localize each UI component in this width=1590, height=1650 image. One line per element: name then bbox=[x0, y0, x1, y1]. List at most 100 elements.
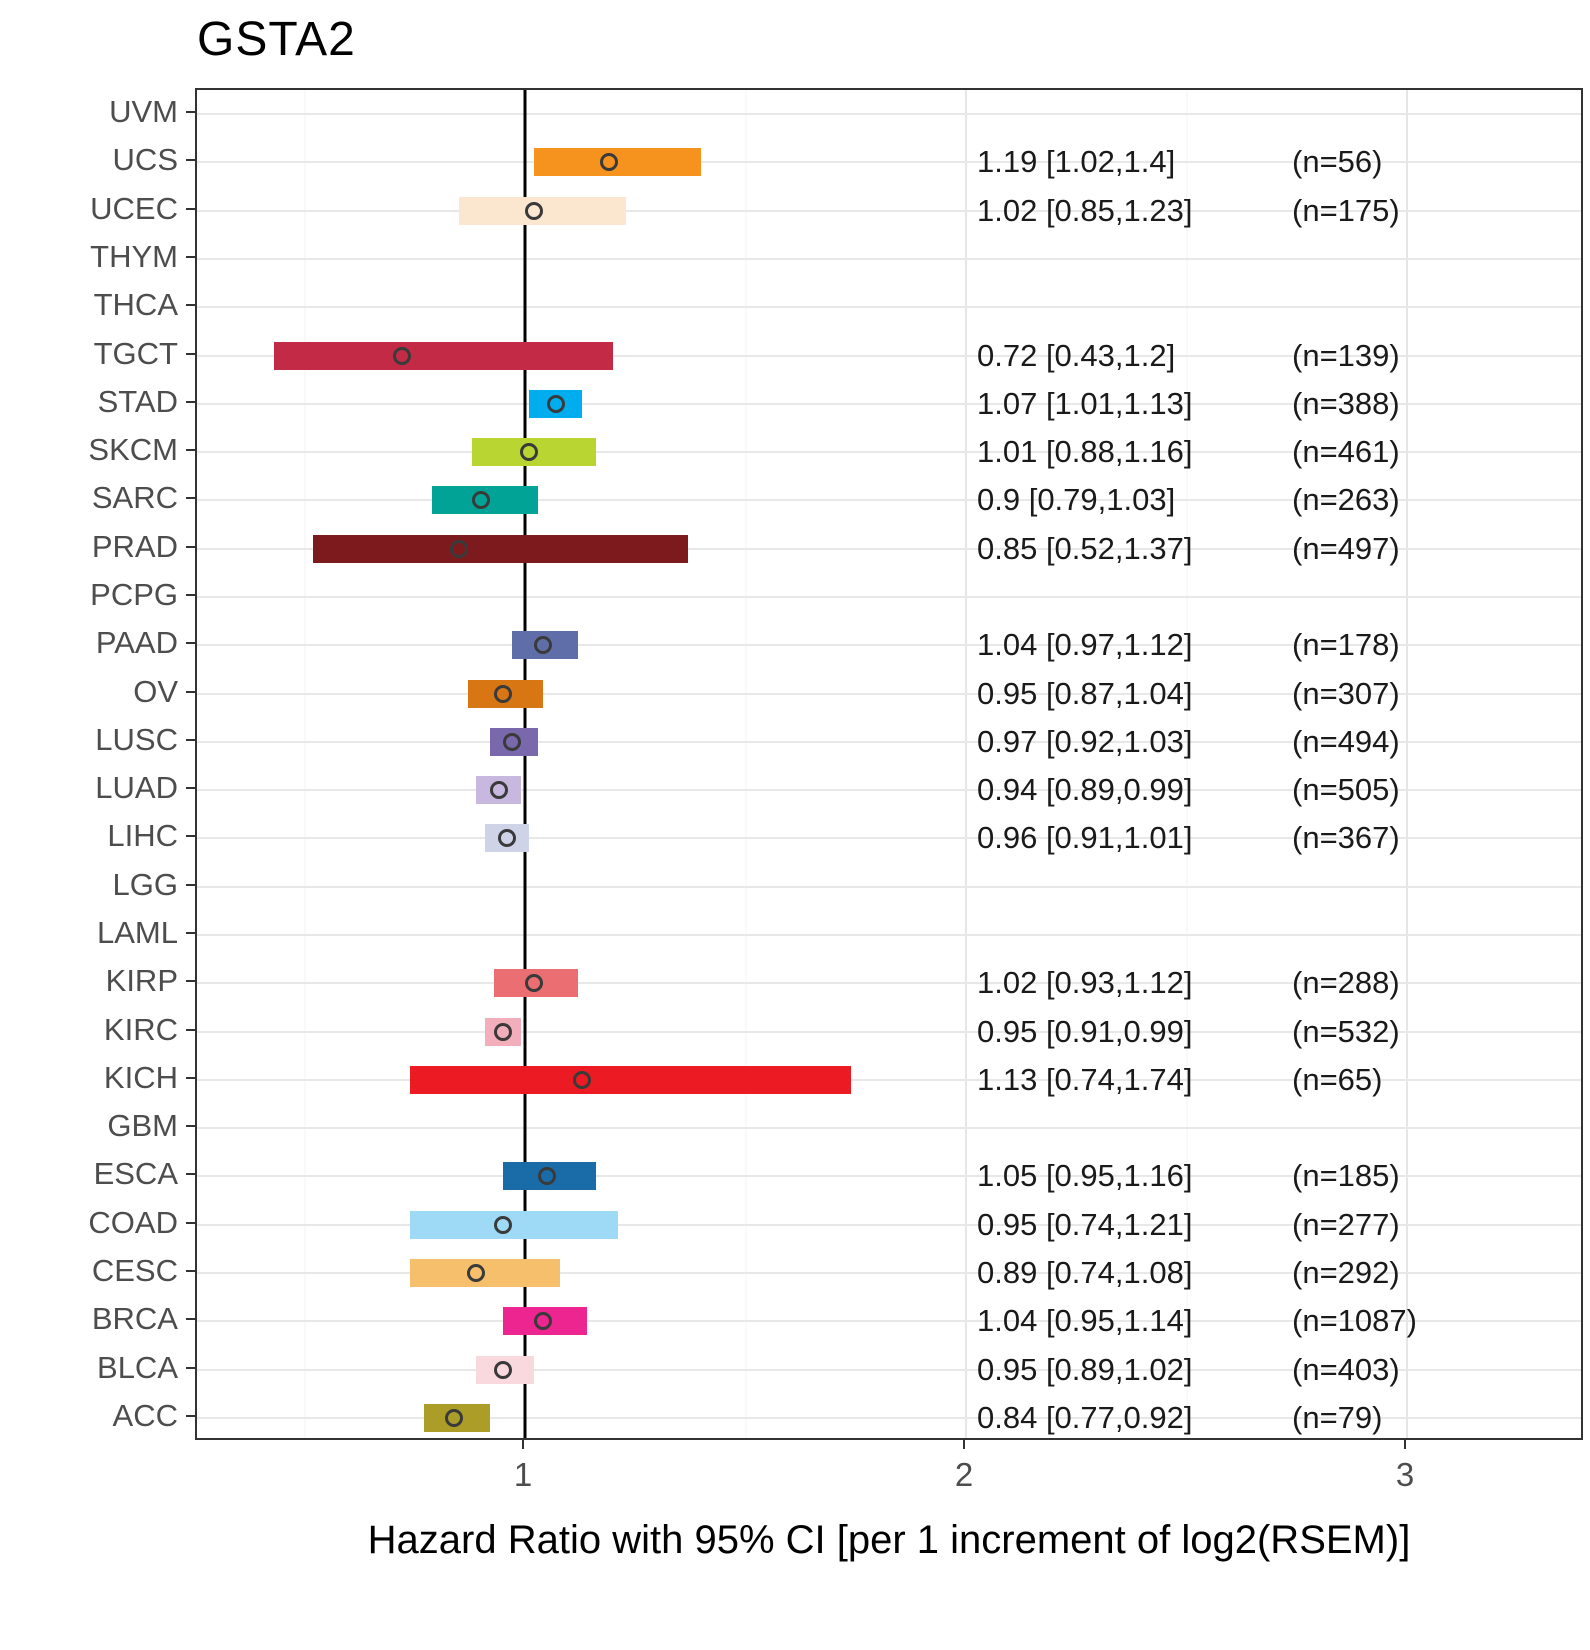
sample-size-label: (n=367) bbox=[1292, 820, 1400, 856]
x-axis-tick-labels: 1 2 3 bbox=[195, 1456, 1583, 1496]
sample-size-label: (n=288) bbox=[1292, 965, 1400, 1001]
h-gridline bbox=[197, 982, 1581, 985]
x-axis-title: Hazard Ratio with 95% CI [per 1 incremen… bbox=[367, 1518, 1411, 1562]
y-tick bbox=[186, 449, 195, 452]
h-gridline bbox=[197, 1030, 1581, 1033]
hr-ci-label: 0.96 [0.91,1.01] bbox=[977, 820, 1193, 856]
x-tick-label: 2 bbox=[954, 1456, 974, 1493]
x-tick bbox=[963, 1440, 965, 1449]
v-gridline-major bbox=[1406, 90, 1408, 1438]
h-gridline bbox=[197, 209, 1581, 212]
y-axis-label-coad: COAD bbox=[88, 1204, 178, 1240]
point-estimate-marker bbox=[599, 153, 618, 172]
y-axis-label-lusc: LUSC bbox=[95, 721, 178, 757]
hr-ci-label: 1.13 [0.74,1.74] bbox=[977, 1061, 1193, 1097]
y-tick bbox=[186, 594, 195, 596]
point-estimate-marker bbox=[520, 443, 539, 462]
y-tick bbox=[186, 400, 195, 403]
y-tick bbox=[186, 1028, 195, 1031]
hr-ci-label: 1.05 [0.95,1.16] bbox=[977, 1158, 1193, 1194]
hr-ci-label: 0.97 [0.92,1.03] bbox=[977, 723, 1193, 759]
sample-size-label: (n=79) bbox=[1292, 1399, 1383, 1435]
y-axis-label-brca: BRCA bbox=[91, 1301, 178, 1337]
y-tick bbox=[186, 497, 195, 500]
h-gridline bbox=[197, 885, 1581, 888]
y-axis-label-stad: STAD bbox=[97, 383, 178, 419]
h-gridline bbox=[197, 692, 1581, 695]
point-estimate-marker bbox=[493, 684, 512, 703]
hr-ci-label: 1.01 [0.88,1.16] bbox=[977, 434, 1193, 470]
v-gridline-minor bbox=[304, 90, 305, 1438]
v-gridline-major bbox=[965, 90, 967, 1438]
h-gridline bbox=[197, 258, 1581, 260]
y-tick bbox=[186, 352, 195, 355]
y-tick bbox=[186, 1173, 195, 1176]
hr-ci-label: 0.95 [0.91,0.99] bbox=[977, 1013, 1193, 1049]
hr-ci-label: 0.85 [0.52,1.37] bbox=[977, 530, 1193, 566]
sample-size-label: (n=292) bbox=[1292, 1255, 1400, 1290]
y-axis-label-blca: BLCA bbox=[97, 1349, 178, 1385]
sample-size-label: (n=178) bbox=[1292, 627, 1400, 663]
y-tick bbox=[186, 690, 195, 693]
y-axis-label-uvm: UVM bbox=[109, 94, 178, 130]
sample-size-label: (n=65) bbox=[1292, 1061, 1383, 1097]
h-gridline bbox=[197, 451, 1581, 454]
point-estimate-marker bbox=[493, 1360, 512, 1379]
hr-ci-label: 0.95 [0.89,1.02] bbox=[977, 1351, 1193, 1387]
v-gridline-minor bbox=[1186, 90, 1187, 1438]
point-estimate-marker bbox=[392, 346, 411, 365]
y-axis-label-esca: ESCA bbox=[93, 1156, 178, 1192]
y-axis-label-cesc: CESC bbox=[91, 1253, 178, 1288]
y-tick bbox=[186, 787, 195, 790]
sample-size-label: (n=175) bbox=[1292, 192, 1400, 228]
y-axis-label-acc: ACC bbox=[112, 1397, 178, 1433]
h-gridline bbox=[197, 1416, 1581, 1419]
y-axis-label-gbm: GBM bbox=[107, 1108, 178, 1144]
hr-ci-label: 1.07 [1.01,1.13] bbox=[977, 385, 1193, 421]
y-tick bbox=[186, 1125, 195, 1128]
y-tick bbox=[186, 207, 195, 210]
point-estimate-marker bbox=[449, 539, 468, 558]
sample-size-label: (n=388) bbox=[1292, 385, 1400, 421]
y-axis-label-ucs: UCS bbox=[112, 142, 178, 178]
h-gridline bbox=[197, 740, 1581, 743]
h-gridline bbox=[197, 113, 1581, 116]
sample-size-label: (n=461) bbox=[1292, 434, 1400, 470]
y-axis-label-lgg: LGG bbox=[112, 866, 178, 902]
y-axis-label-pcpg: PCPG bbox=[90, 577, 178, 612]
point-estimate-marker bbox=[489, 781, 508, 800]
h-gridline bbox=[197, 1127, 1581, 1130]
point-estimate-marker bbox=[524, 201, 543, 220]
plot-panel: 1.19 [1.02,1.4] (n=56) 1.02 [0.85,1.23] (n=… bbox=[195, 88, 1583, 1440]
y-tick bbox=[186, 835, 195, 838]
h-gridline bbox=[197, 1078, 1581, 1081]
point-estimate-marker bbox=[445, 1408, 464, 1427]
sample-size-label: (n=263) bbox=[1292, 482, 1400, 518]
y-tick bbox=[186, 1318, 195, 1321]
y-axis-label-ov: OV bbox=[133, 673, 178, 709]
y-tick bbox=[186, 932, 195, 934]
sample-size-label: (n=494) bbox=[1292, 723, 1400, 759]
y-tick bbox=[186, 642, 195, 645]
hr-ci-label: 1.04 [0.95,1.14] bbox=[977, 1303, 1193, 1339]
hr-ci-label: 0.9 [0.79,1.03] bbox=[977, 482, 1176, 518]
h-gridline bbox=[197, 596, 1581, 598]
h-gridline bbox=[197, 402, 1581, 405]
y-axis-label-prad: PRAD bbox=[91, 528, 178, 564]
y-axis-label-thca: THCA bbox=[93, 287, 178, 323]
sample-size-label: (n=505) bbox=[1292, 772, 1400, 808]
h-gridline bbox=[197, 547, 1581, 550]
ci-bar-coad bbox=[410, 1210, 618, 1239]
y-tick bbox=[186, 1270, 195, 1272]
y-tick bbox=[186, 545, 195, 548]
hr-ci-label: 0.95 [0.74,1.21] bbox=[977, 1206, 1193, 1242]
point-estimate-marker bbox=[533, 1312, 552, 1331]
sample-size-label: (n=277) bbox=[1292, 1206, 1400, 1242]
point-estimate-marker bbox=[573, 1070, 592, 1089]
y-tick bbox=[186, 883, 195, 886]
hr-ci-label: 1.02 [0.93,1.12] bbox=[977, 965, 1193, 1001]
x-tick bbox=[522, 1440, 524, 1449]
h-gridline bbox=[197, 1223, 1581, 1226]
sample-size-label: (n=185) bbox=[1292, 1158, 1400, 1194]
y-tick bbox=[186, 980, 195, 983]
